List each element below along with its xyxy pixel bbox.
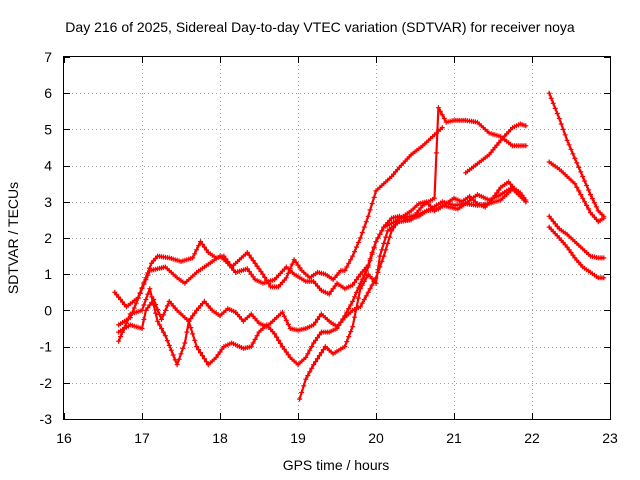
- y-tick-label: 7: [44, 49, 52, 65]
- series-trace-6: [463, 121, 529, 176]
- y-tick-label: -1: [40, 339, 53, 355]
- plus-markers: [546, 213, 607, 261]
- x-tick-label: 17: [134, 430, 150, 446]
- series-markers: [463, 121, 529, 176]
- axis-ticks: [64, 57, 611, 420]
- series-markers: [116, 186, 529, 368]
- y-tick-label: 0: [44, 302, 52, 318]
- x-tick-label: 21: [446, 430, 462, 446]
- y-tick-label: 4: [44, 158, 52, 174]
- x-tick-label: 20: [368, 430, 384, 446]
- x-tick-labels: 16 17 18 19 20 21 22 23: [56, 430, 618, 446]
- series-trace-2: [116, 159, 607, 328]
- plus-markers: [546, 90, 607, 219]
- grid-lines: [64, 57, 610, 419]
- y-tick-label: -3: [40, 411, 53, 427]
- x-axis-label: GPS time / hours: [283, 457, 390, 473]
- y-tick-label: 2: [44, 230, 52, 246]
- series-markers: [546, 213, 607, 261]
- series-trace-4: [116, 186, 607, 368]
- series-group: [112, 90, 607, 402]
- series-trace-3: [116, 184, 607, 335]
- plus-markers: [116, 186, 529, 368]
- plus-markers: [546, 224, 607, 281]
- y-tick-label: -2: [40, 375, 53, 391]
- x-tick-label: 19: [290, 430, 306, 446]
- y-tick-label: 6: [44, 85, 52, 101]
- series-line: [548, 160, 605, 223]
- series-markers: [546, 224, 607, 281]
- plus-markers: [546, 159, 607, 225]
- y-tick-label: 3: [44, 194, 52, 210]
- x-tick-label: 22: [524, 430, 540, 446]
- series-markers: [546, 159, 607, 225]
- y-tick-label: 1: [44, 266, 52, 282]
- x-tick-label: 18: [212, 430, 228, 446]
- chart-title: Day 216 of 2025, Sidereal Day-to-day VTE…: [65, 19, 575, 35]
- x-tick-label: 23: [602, 430, 618, 446]
- series-markers: [546, 90, 607, 219]
- plot-frame: [63, 56, 611, 420]
- y-tick-labels: -3 -2 -1 0 1 2 3 4 5 6 7: [40, 49, 53, 427]
- plus-markers: [463, 121, 529, 176]
- x-tick-label: 16: [56, 430, 72, 446]
- y-tick-label: 5: [44, 121, 52, 137]
- y-axis-label: SDTVAR / TECUs: [5, 182, 21, 294]
